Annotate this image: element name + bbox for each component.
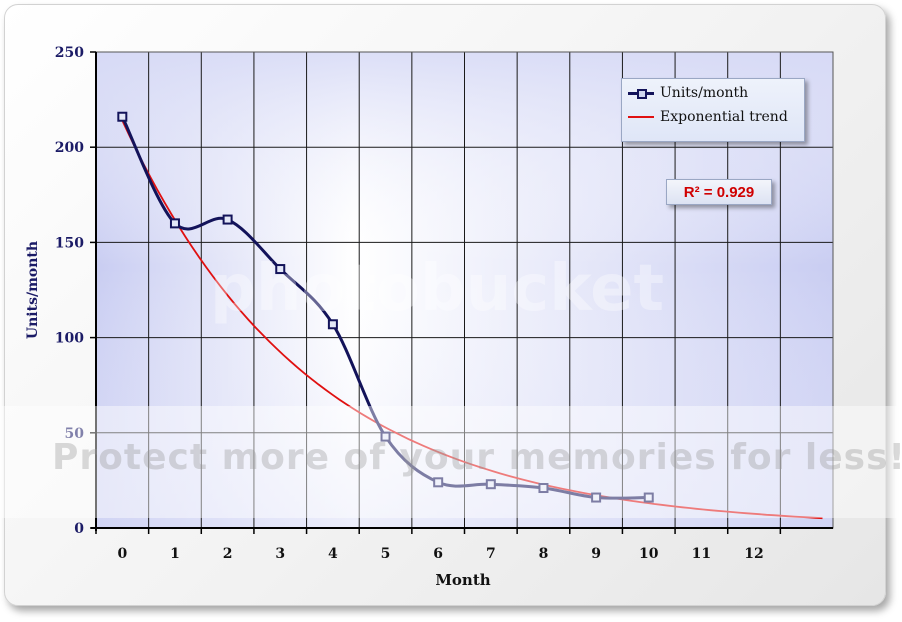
data-point-marker <box>485 479 496 490</box>
data-point-marker <box>591 492 602 503</box>
r-squared-text: R² = 0.929 <box>683 183 755 201</box>
data-point-marker <box>275 264 286 275</box>
data-point-marker <box>538 483 549 494</box>
y-tick-label: 150 <box>55 235 84 251</box>
y-tick-label: 50 <box>65 426 85 442</box>
axes <box>90 51 834 534</box>
x-tick-label: 6 <box>433 546 443 562</box>
y-axis-title: Units/month <box>25 241 41 339</box>
legend: Units/month Exponential trend <box>621 78 805 142</box>
x-tick-label: 9 <box>591 546 601 562</box>
x-tick-label: 5 <box>381 546 391 562</box>
legend-label-units: Units/month <box>660 85 749 101</box>
legend-item-units: Units/month <box>628 82 748 104</box>
legend-item-trend: Exponential trend <box>628 106 788 128</box>
x-tick-label: 7 <box>486 546 496 562</box>
data-point-marker <box>327 319 338 330</box>
x-tick-label: 8 <box>539 546 549 562</box>
watermark-band <box>0 406 902 518</box>
data-point-marker <box>643 492 654 503</box>
x-tick-label: 11 <box>692 546 711 562</box>
x-tick-label: 0 <box>117 546 127 562</box>
data-point-marker <box>169 218 180 229</box>
legend-label-trend: Exponential trend <box>660 109 788 125</box>
series-layer <box>117 111 654 503</box>
x-tick-label: 10 <box>639 546 659 562</box>
r-squared-annotation: R² = 0.929 <box>666 179 772 205</box>
trend-line <box>121 120 823 520</box>
x-tick-label: 3 <box>275 546 285 562</box>
data-point-marker <box>380 431 391 442</box>
y-tick-label: 100 <box>55 331 84 347</box>
x-tick-label: 2 <box>223 546 233 562</box>
legend-swatch-units <box>628 87 654 99</box>
y-tick-label: 0 <box>74 521 84 537</box>
x-tick-label: 1 <box>170 546 180 562</box>
x-axis-title: Month <box>435 571 490 589</box>
legend-swatch-trend <box>628 111 654 123</box>
data-point-marker <box>117 111 128 122</box>
x-tick-label: 12 <box>744 546 763 562</box>
data-point-marker <box>433 477 444 488</box>
x-tick-label: 4 <box>328 546 338 562</box>
trend-line-layer <box>121 120 823 520</box>
y-tick-label: 250 <box>55 45 84 61</box>
data-point-marker <box>222 214 233 225</box>
watermark-logo: photobucket <box>210 252 665 326</box>
watermark-text: Protect more of your memories for less! <box>52 437 902 478</box>
y-tick-label: 200 <box>55 140 84 156</box>
